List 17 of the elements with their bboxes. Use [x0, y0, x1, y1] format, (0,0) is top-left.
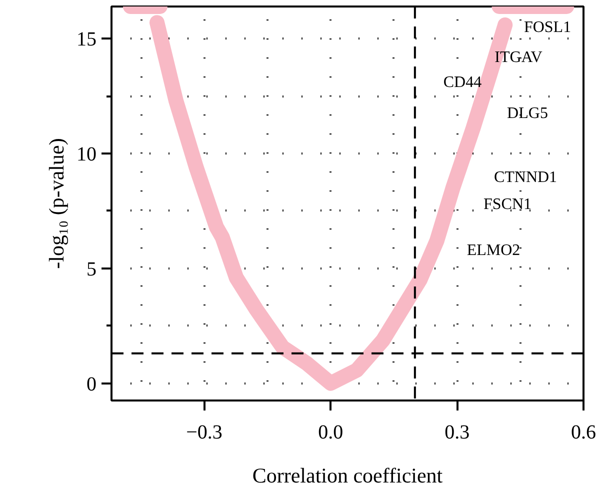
- y-tick-label: 5: [86, 258, 96, 280]
- annotation: CTNND1: [494, 169, 558, 186]
- y-axis-title: -log₁₀ (p-value): [44, 138, 68, 269]
- y-tick-label: 15: [76, 28, 96, 51]
- x-tick-label: 0.0: [318, 422, 344, 444]
- x-axis-title: Correlation coefficient: [252, 464, 443, 488]
- annotation: ITGAV: [494, 49, 543, 66]
- y-tick-label: 10: [76, 144, 96, 166]
- annotation: ELMO2: [466, 242, 520, 259]
- annotation: FOSL1: [524, 19, 572, 36]
- x-tick-label: 0.3: [444, 422, 470, 444]
- annotation: DLG5: [507, 105, 548, 122]
- x-tick-label: 0.6: [571, 422, 596, 444]
- annotation: CD44: [443, 74, 482, 91]
- annotation: FSCN1: [483, 196, 532, 213]
- x-tick-label: −0.3: [186, 422, 222, 444]
- y-tick-label: 0: [86, 373, 96, 396]
